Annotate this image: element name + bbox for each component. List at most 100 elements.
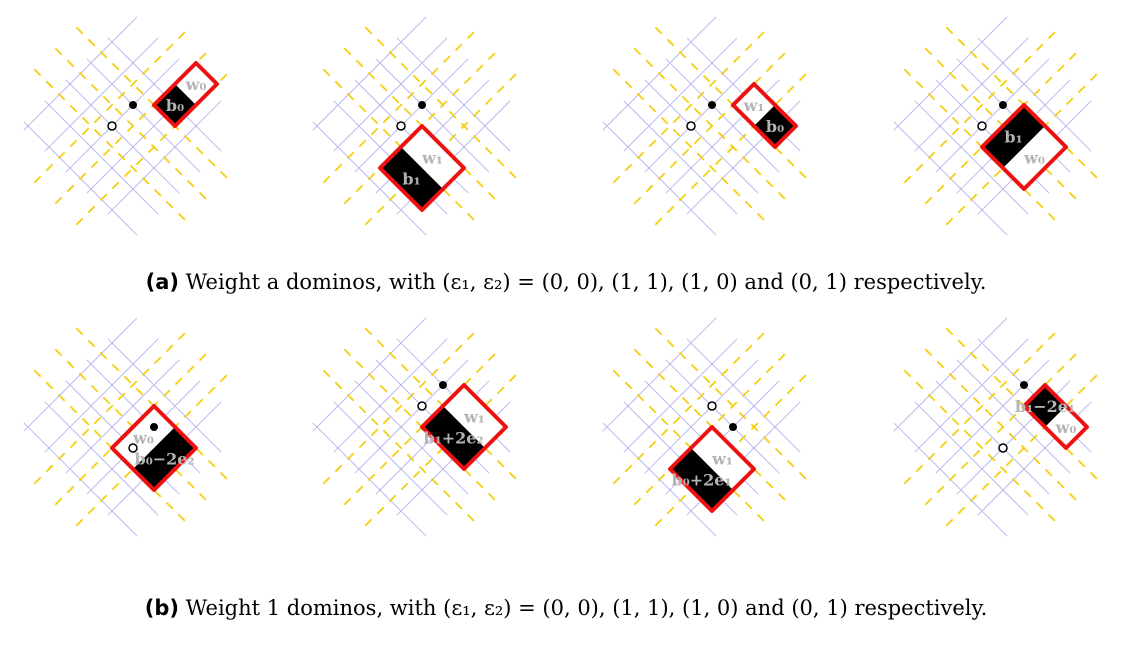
caption-a-text: Weight a dominos, with (ε₁, ε₂) = (0, 0)… bbox=[185, 270, 987, 294]
grid-line bbox=[644, 79, 759, 194]
black-square-label: b₀ bbox=[166, 96, 184, 115]
white-vertex bbox=[686, 121, 696, 131]
white-vertex bbox=[707, 401, 717, 411]
black-vertex bbox=[418, 101, 426, 109]
black-square-label: b₁ bbox=[1004, 128, 1022, 147]
white-vertex bbox=[998, 443, 1008, 453]
black-square bbox=[380, 147, 443, 210]
black-square bbox=[982, 105, 1045, 168]
grid-line bbox=[935, 380, 1050, 495]
caption-b-prefix: (b) bbox=[144, 596, 179, 620]
white-square-label: w₀ bbox=[1023, 149, 1045, 168]
white-square bbox=[112, 406, 175, 469]
dashed-line bbox=[945, 369, 1103, 527]
grid-line bbox=[914, 338, 1029, 453]
dashed-line bbox=[322, 369, 480, 527]
dashed-line bbox=[903, 369, 1061, 527]
grid-line bbox=[44, 401, 159, 516]
white-square-label: w₁ bbox=[711, 450, 733, 469]
white-square bbox=[401, 126, 464, 189]
grid-line bbox=[354, 380, 469, 495]
domino-outline bbox=[731, 82, 798, 149]
dashed-line bbox=[612, 68, 770, 226]
black-square-label: b₀ bbox=[766, 117, 784, 136]
black-square-label: b₁−2e₁ bbox=[1015, 397, 1075, 416]
white-vertex bbox=[417, 401, 427, 411]
caption-b: (b) Weight 1 dominos, with (ε₁, ε₂) = (0… bbox=[0, 596, 1132, 620]
white-vertex bbox=[128, 443, 138, 453]
grid-line bbox=[623, 37, 738, 152]
black-square bbox=[670, 448, 733, 511]
dashed-line bbox=[903, 26, 1061, 184]
black-square-label: b₀−2e₂ bbox=[135, 450, 195, 469]
dashed-line bbox=[924, 348, 1082, 506]
caption-a-prefix: (a) bbox=[145, 270, 179, 294]
dashed-line bbox=[654, 68, 812, 226]
white-square bbox=[691, 427, 754, 490]
grid-line bbox=[644, 359, 759, 474]
grid-line bbox=[935, 58, 1050, 173]
black-square bbox=[422, 406, 485, 469]
white-square-label: w₀ bbox=[1055, 418, 1077, 437]
white-vertex bbox=[396, 121, 406, 131]
white-square-label: w₁ bbox=[743, 96, 765, 115]
black-vertex bbox=[129, 101, 137, 109]
grid-line bbox=[44, 100, 159, 215]
black-vertex bbox=[1020, 381, 1028, 389]
dashed-line bbox=[633, 47, 791, 205]
domino-outline bbox=[152, 61, 219, 128]
white-square-label: w₁ bbox=[463, 408, 485, 427]
white-vertex bbox=[977, 121, 987, 131]
black-vertex bbox=[150, 423, 158, 431]
black-vertex bbox=[439, 381, 447, 389]
domino-outline bbox=[420, 383, 508, 471]
domino-outline bbox=[668, 425, 756, 513]
grid-line bbox=[65, 359, 180, 474]
black-square-label: b₁+2e₂ bbox=[424, 429, 484, 448]
grid-line bbox=[44, 338, 159, 453]
white-vertex bbox=[107, 121, 117, 131]
dashed-line bbox=[33, 327, 191, 485]
white-square-label: w₀ bbox=[132, 429, 154, 448]
domino-outline bbox=[378, 124, 466, 212]
domino-outline bbox=[980, 103, 1068, 191]
black-vertex bbox=[708, 101, 716, 109]
dashed-line bbox=[322, 327, 480, 485]
dashed-line bbox=[612, 26, 770, 184]
domino-outline bbox=[1022, 383, 1089, 450]
black-vertex bbox=[999, 101, 1007, 109]
dashed-line bbox=[75, 68, 233, 226]
grid-line bbox=[644, 58, 759, 173]
grid-line bbox=[65, 79, 180, 194]
grid-line bbox=[44, 37, 159, 152]
black-square-label: b₁ bbox=[402, 170, 420, 189]
grid-line bbox=[333, 338, 448, 453]
white-square bbox=[1003, 126, 1066, 189]
black-square bbox=[133, 427, 196, 490]
grid-line bbox=[914, 37, 1029, 152]
grid-line bbox=[333, 401, 448, 516]
grid-line bbox=[935, 359, 1050, 474]
grid-line bbox=[623, 338, 738, 453]
dashed-line bbox=[33, 26, 191, 184]
dashed-line bbox=[322, 26, 480, 184]
grid-line bbox=[914, 100, 1029, 215]
domino-outline bbox=[110, 404, 198, 492]
white-square bbox=[443, 385, 506, 448]
white-square-label: w₁ bbox=[421, 149, 443, 168]
dashed-line bbox=[654, 327, 812, 485]
black-square-label: b₀+2e₁ bbox=[672, 471, 732, 490]
caption-b-text: Weight 1 dominos, with (ε₁, ε₂) = (0, 0)… bbox=[185, 596, 988, 620]
dashed-line bbox=[612, 327, 770, 485]
dashed-line bbox=[33, 68, 191, 226]
grid-line bbox=[623, 100, 738, 215]
grid-line bbox=[914, 401, 1029, 516]
vertex-layer bbox=[107, 101, 1028, 453]
grid-line bbox=[354, 58, 469, 173]
dashed-line bbox=[54, 47, 212, 205]
black-vertex bbox=[729, 423, 737, 431]
dashed-line bbox=[364, 26, 522, 184]
caption-a: (a) Weight a dominos, with (ε₁, ε₂) = (0… bbox=[0, 270, 1132, 294]
